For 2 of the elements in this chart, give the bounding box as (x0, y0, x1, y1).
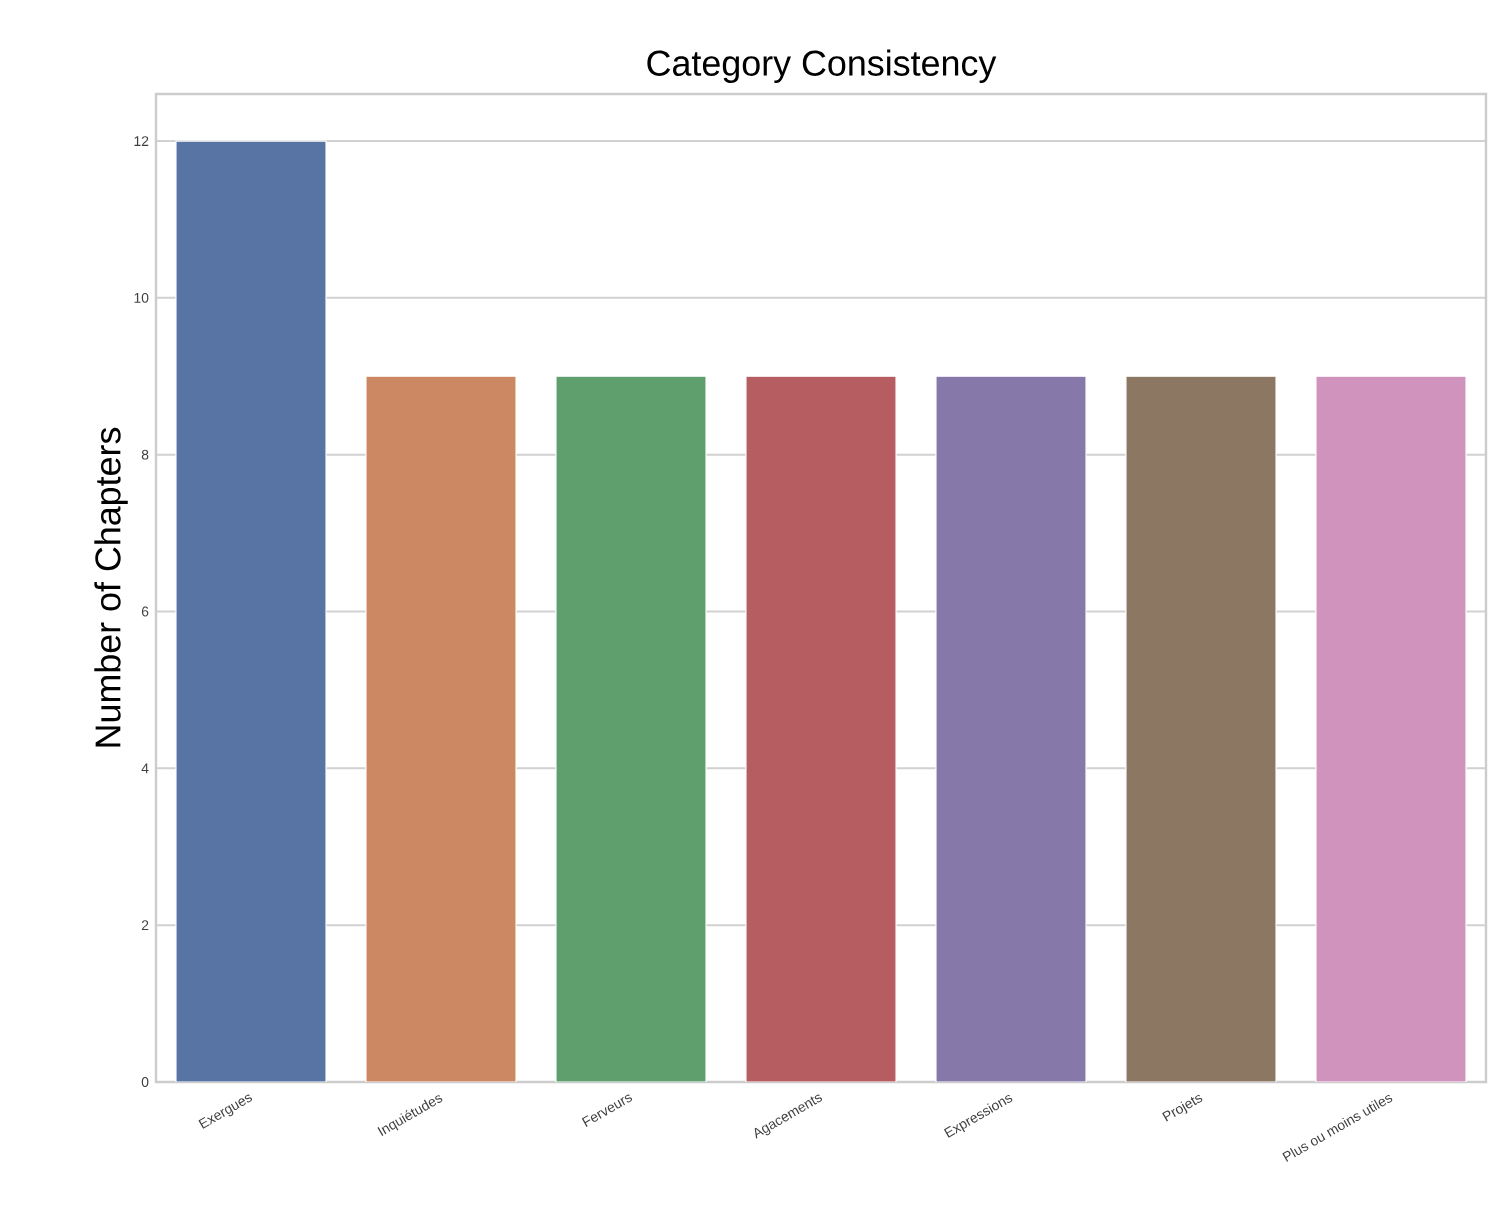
y-axis-title: Number of Chapters (94, 427, 128, 747)
chart-title: Category Consistency (647, 49, 997, 83)
